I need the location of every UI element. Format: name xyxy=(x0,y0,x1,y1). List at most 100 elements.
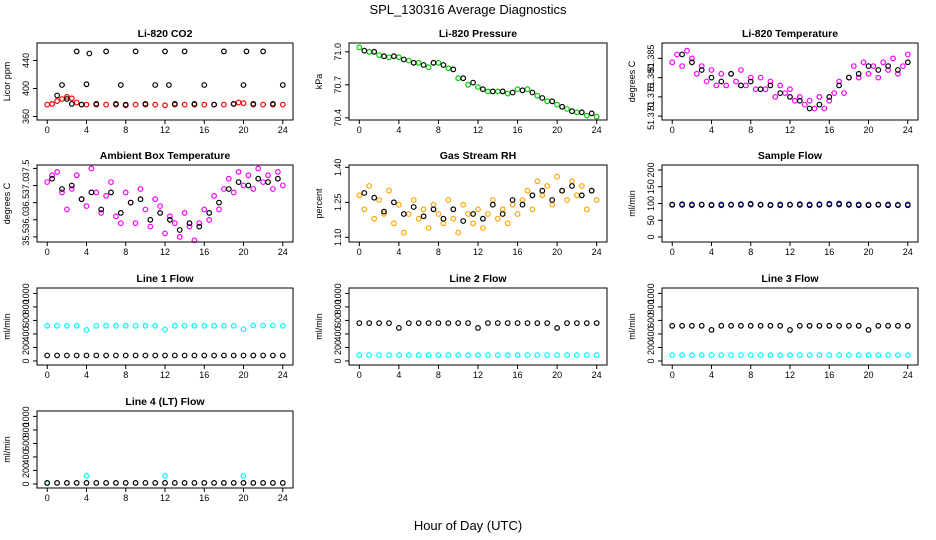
data-point xyxy=(455,320,462,327)
data-point xyxy=(225,175,232,182)
series-black xyxy=(356,320,600,331)
data-point xyxy=(201,206,208,213)
data-point xyxy=(529,206,536,213)
x-tick-label: 20 xyxy=(552,125,562,135)
series-cyan xyxy=(669,352,911,359)
plot-frame xyxy=(36,410,294,489)
data-point xyxy=(674,51,680,58)
x-tick-label: 8 xyxy=(748,247,753,257)
data-point xyxy=(747,74,754,81)
data-point xyxy=(885,67,891,73)
data-point xyxy=(499,88,506,95)
data-point xyxy=(489,197,496,203)
data-point xyxy=(68,95,75,102)
data-point xyxy=(900,63,906,69)
data-point xyxy=(718,352,725,359)
x-tick-label: 0 xyxy=(670,370,675,380)
data-point xyxy=(435,211,442,217)
data-point xyxy=(703,78,710,85)
data-point xyxy=(68,182,75,189)
panel-title: Line 1 Flow xyxy=(136,273,194,285)
data-point xyxy=(679,51,685,58)
data-point xyxy=(494,352,501,359)
data-point xyxy=(752,86,759,93)
data-point xyxy=(83,480,90,486)
data-point xyxy=(826,97,833,104)
x-tick-label: 12 xyxy=(785,370,795,380)
series-black xyxy=(361,183,595,224)
data-point xyxy=(588,110,595,117)
data-point xyxy=(450,66,457,73)
data-point xyxy=(679,322,685,329)
data-point xyxy=(801,101,808,108)
y-tick-label: 200 xyxy=(646,163,656,178)
data-point xyxy=(186,223,193,230)
data-point xyxy=(63,352,70,359)
plot-frame xyxy=(348,164,608,243)
y-tick-label: 1.10 xyxy=(333,229,343,247)
data-point xyxy=(279,480,286,486)
x-tick-label: 24 xyxy=(278,125,288,135)
data-point xyxy=(63,480,70,486)
data-point xyxy=(895,67,901,73)
data-point xyxy=(796,352,803,359)
data-point xyxy=(440,62,447,68)
y-tick-label: 440 xyxy=(21,53,31,68)
data-point xyxy=(211,480,218,486)
data-point xyxy=(245,172,252,179)
data-point xyxy=(450,215,457,222)
data-point xyxy=(742,82,749,89)
panel-ylabel: degrees C xyxy=(627,60,637,102)
data-point xyxy=(186,220,193,227)
data-point xyxy=(544,352,551,359)
x-tick-label: 16 xyxy=(513,125,523,135)
panel-7: Line 1 Flow ml/min 0 4 8 12 16 20 24 0 20040060080… xyxy=(2,273,294,380)
data-point xyxy=(260,352,267,359)
data-point xyxy=(504,320,511,327)
data-point xyxy=(132,352,139,359)
y-tick-label: 200 xyxy=(646,340,656,355)
data-point xyxy=(578,192,585,199)
data-point xyxy=(405,57,412,64)
data-point xyxy=(366,352,373,359)
data-point xyxy=(777,202,784,209)
data-point xyxy=(137,186,144,192)
data-point xyxy=(524,86,531,93)
data-point xyxy=(485,320,491,327)
series-magenta xyxy=(44,165,286,244)
data-point xyxy=(63,322,70,329)
panel-title: Li-820 Pressure xyxy=(439,28,517,40)
data-point xyxy=(855,202,862,209)
data-point xyxy=(225,186,232,192)
data-point xyxy=(216,206,222,213)
data-point xyxy=(63,206,70,213)
data-point xyxy=(265,172,271,179)
data-point xyxy=(415,352,422,359)
y-tick-label: 600 xyxy=(21,436,31,451)
data-point xyxy=(425,320,432,327)
data-point xyxy=(816,352,823,359)
data-point xyxy=(445,197,452,203)
data-point xyxy=(885,352,891,359)
y-tick-label: 150 xyxy=(646,179,656,194)
data-point xyxy=(270,100,276,107)
data-point xyxy=(391,53,397,60)
x-tick-label: 24 xyxy=(278,247,288,257)
data-point xyxy=(747,352,754,359)
data-point xyxy=(816,101,823,108)
data-point xyxy=(564,320,570,327)
data-point xyxy=(836,78,842,85)
panel-4: Ambient Box Temperature degrees C 0 4 8 12 16 2… xyxy=(2,150,294,257)
data-point xyxy=(875,352,882,359)
data-point xyxy=(270,186,276,192)
data-point xyxy=(103,480,109,486)
data-point xyxy=(757,201,764,208)
data-point xyxy=(826,93,833,100)
x-tick-label: 16 xyxy=(199,370,209,380)
data-point xyxy=(679,63,685,69)
data-point xyxy=(396,54,402,61)
data-point xyxy=(455,352,462,359)
data-point xyxy=(279,82,286,88)
